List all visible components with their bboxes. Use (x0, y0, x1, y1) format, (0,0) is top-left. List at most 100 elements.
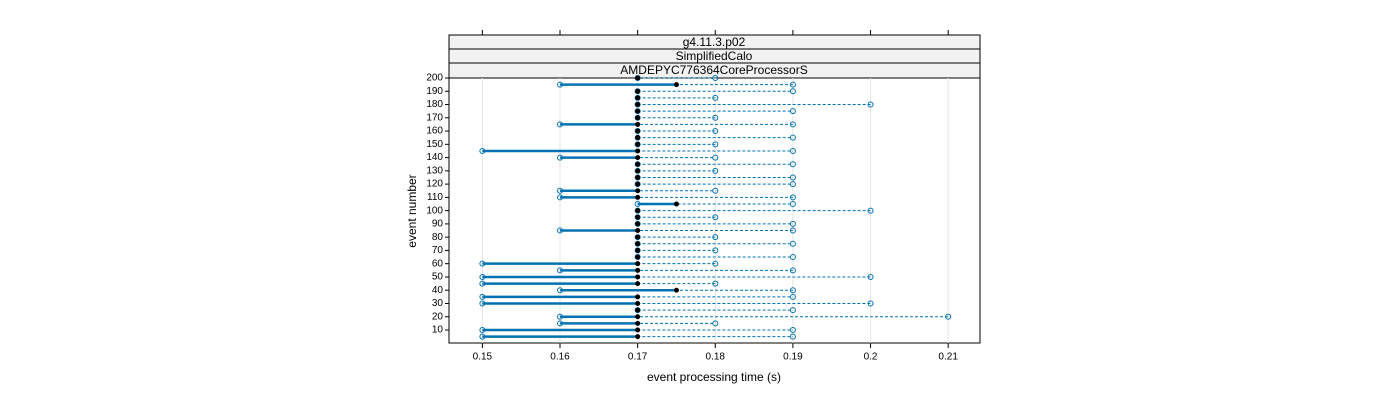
max-point (867, 207, 874, 214)
min-point (479, 280, 486, 287)
max-point (789, 134, 796, 141)
median-point (635, 300, 641, 306)
strip-label: g4.11.3.p02 (683, 35, 746, 49)
max-point (789, 121, 796, 128)
min-point (479, 300, 486, 307)
median-point (635, 274, 641, 280)
median-point (635, 314, 641, 320)
median-point (673, 82, 679, 88)
max-point (712, 320, 719, 327)
median-point (635, 267, 641, 273)
median-point (635, 221, 641, 227)
median-point (635, 254, 641, 260)
median-point (635, 247, 641, 253)
median-point (635, 148, 641, 154)
min-point (557, 187, 564, 194)
median-point (635, 121, 641, 127)
median-point (635, 194, 641, 200)
median-point (673, 201, 679, 207)
median-point (635, 181, 641, 187)
max-point (789, 293, 796, 300)
max-point (789, 194, 796, 201)
median-point (635, 155, 641, 161)
median-point (635, 334, 641, 340)
max-point (789, 81, 796, 88)
max-point (712, 214, 719, 221)
max-point (789, 307, 796, 314)
y-tick-label: 80 (432, 232, 444, 243)
min-point (557, 267, 564, 274)
max-point (712, 114, 719, 121)
max-point (712, 167, 719, 174)
median-point (635, 135, 641, 141)
max-point (789, 227, 796, 234)
y-tick-label: 100 (426, 205, 443, 216)
median-point (635, 88, 641, 94)
max-point (789, 108, 796, 115)
max-point (789, 240, 796, 247)
min-point (557, 121, 564, 128)
min-point (557, 81, 564, 88)
x-tick-label: 0.2 (864, 352, 878, 363)
strip-label: AMDEPYC776364CoreProcessorS (620, 63, 807, 77)
max-point (789, 333, 796, 340)
min-point (557, 194, 564, 201)
max-point (712, 260, 719, 267)
median-point (635, 95, 641, 101)
median-point (635, 281, 641, 287)
y-tick-label: 190 (426, 86, 443, 97)
min-point (479, 147, 486, 154)
max-point (789, 254, 796, 261)
median-point (635, 307, 641, 313)
median-point (635, 174, 641, 180)
median-point (635, 75, 641, 81)
median-point (673, 287, 679, 293)
max-point (789, 88, 796, 95)
median-point (635, 241, 641, 247)
min-point (557, 313, 564, 320)
median-point (635, 108, 641, 114)
median-point (635, 234, 641, 240)
y-tick-label: 140 (426, 152, 443, 163)
min-point (479, 260, 486, 267)
max-point (789, 201, 796, 208)
max-point (712, 141, 719, 148)
y-tick-label: 40 (432, 285, 444, 296)
median-point (635, 214, 641, 220)
min-point (479, 273, 486, 280)
max-point (789, 220, 796, 227)
max-point (712, 280, 719, 287)
median-point (635, 128, 641, 134)
y-tick-label: 50 (432, 272, 444, 283)
max-point (789, 181, 796, 188)
x-tick-label: 0.18 (706, 352, 726, 363)
y-tick-label: 10 (432, 325, 444, 336)
strip-label: SimplifiedCalo (676, 49, 753, 63)
median-point (635, 294, 641, 300)
median-point (635, 141, 641, 147)
y-tick-label: 130 (426, 165, 443, 176)
x-tick-label: 0.16 (550, 352, 570, 363)
min-point (557, 320, 564, 327)
x-tick-label: 0.15 (473, 352, 493, 363)
x-axis-title: event processing time (s) (647, 370, 781, 384)
y-tick-label: 180 (426, 99, 443, 110)
max-point (712, 247, 719, 254)
max-point (789, 267, 796, 274)
y-tick-label: 30 (432, 298, 444, 309)
min-point (557, 227, 564, 234)
median-point (635, 208, 641, 214)
x-tick-label: 0.17 (628, 352, 648, 363)
min-point (479, 327, 486, 334)
y-tick-label: 150 (426, 139, 443, 150)
median-point (635, 188, 641, 194)
x-tick-label: 0.21 (938, 352, 958, 363)
max-point (867, 300, 874, 307)
y-tick-label: 200 (426, 73, 443, 84)
min-point (479, 293, 486, 300)
y-tick-label: 20 (432, 311, 444, 322)
median-point (635, 161, 641, 167)
max-point (789, 147, 796, 154)
max-point (712, 187, 719, 194)
